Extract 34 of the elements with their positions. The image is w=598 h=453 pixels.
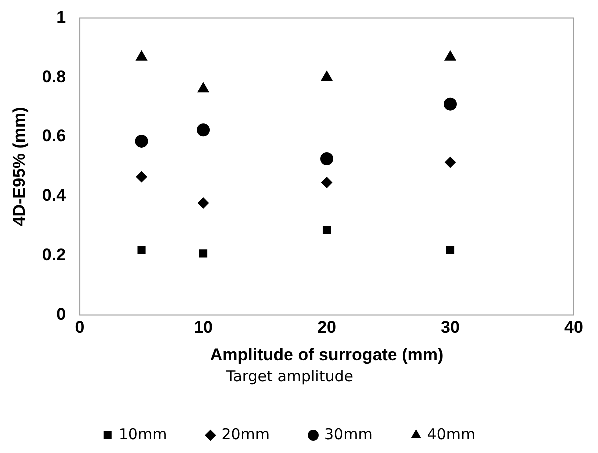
point bbox=[320, 152, 334, 166]
point bbox=[445, 157, 456, 168]
point bbox=[322, 226, 332, 234]
y-tick-label: 1 bbox=[56, 8, 66, 27]
x-tick-label: 20 bbox=[318, 318, 336, 338]
x-tick-label: 0 bbox=[75, 318, 85, 338]
point bbox=[444, 50, 456, 61]
y-tick-label: 0.2 bbox=[42, 245, 66, 264]
point bbox=[199, 250, 208, 258]
y-tick-label: 0 bbox=[56, 304, 66, 324]
x-tick-label: 10 bbox=[194, 318, 213, 338]
point bbox=[446, 246, 455, 254]
point bbox=[138, 246, 146, 254]
point bbox=[197, 124, 210, 137]
legend-label: 40mm bbox=[427, 425, 476, 444]
point bbox=[136, 172, 148, 183]
point bbox=[198, 82, 210, 93]
x-tick-label: 40 bbox=[564, 318, 584, 338]
legend-label: 30mm bbox=[324, 425, 373, 444]
legend-title: Target amplitude bbox=[226, 367, 354, 386]
point bbox=[444, 98, 458, 111]
y-tick-label: 0.8 bbox=[42, 67, 66, 86]
point bbox=[321, 71, 333, 82]
point bbox=[136, 50, 148, 61]
point bbox=[135, 134, 148, 148]
y-tick-label: 0.6 bbox=[42, 126, 66, 146]
x-axis-title: Amplitude of surrogate (mm) bbox=[210, 345, 444, 364]
y-tick-label: 0.4 bbox=[42, 186, 67, 206]
legend-label: 10mm bbox=[118, 425, 168, 444]
point bbox=[198, 198, 210, 209]
point bbox=[322, 177, 333, 188]
x-tick-label: 30 bbox=[441, 318, 460, 338]
y-axis-title: 4D-E95% (mm) bbox=[10, 107, 29, 226]
legend-label: 20mm bbox=[222, 425, 270, 444]
